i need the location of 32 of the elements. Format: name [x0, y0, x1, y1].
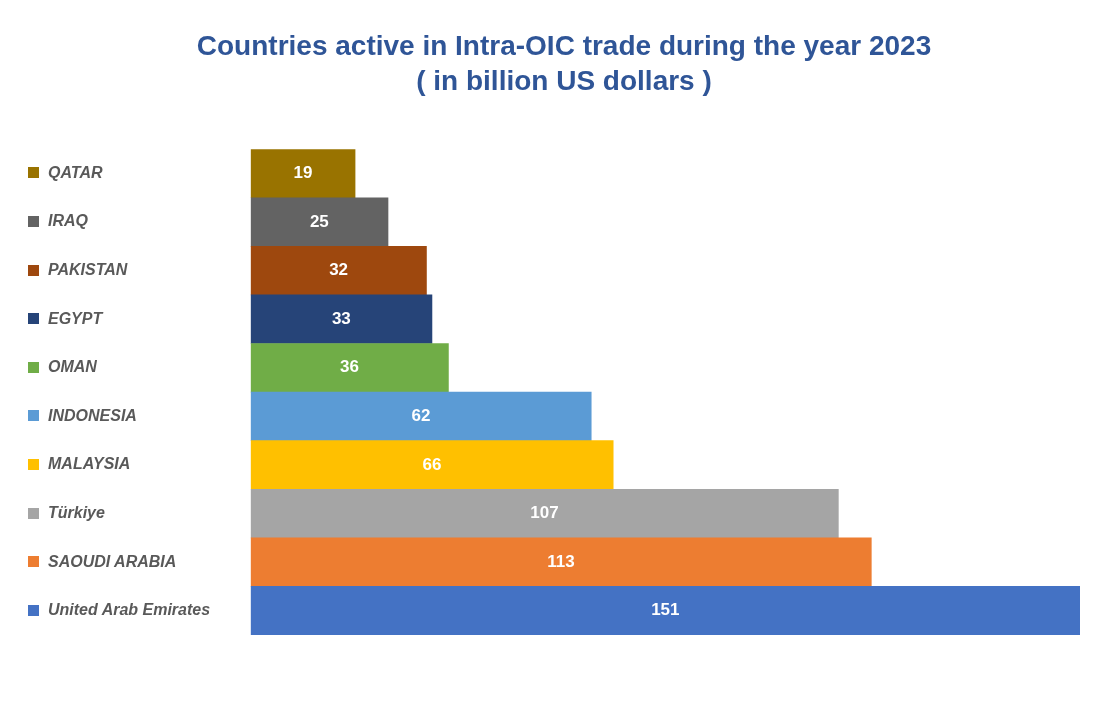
data-label: 36: [340, 357, 360, 377]
data-label: 62: [411, 406, 431, 426]
chart-title: Countries active in Intra-OIC trade during the year 2023: [196, 29, 932, 61]
bar: [250, 586, 1080, 635]
bar: [250, 488, 839, 539]
data-label: 19: [293, 163, 313, 183]
bar: [250, 246, 427, 296]
bar: [250, 149, 356, 199]
data-label: 113: [547, 551, 575, 571]
bar: [250, 294, 433, 344]
y-tick-label: INDONESIA: [48, 406, 137, 424]
y-tick-label: IRAQ: [48, 212, 89, 230]
y-tick-label: OMAN: [48, 358, 98, 376]
y-tick-label: QATAR: [48, 163, 103, 181]
data-label: 25: [309, 211, 329, 231]
y-tick-label: Türkiye: [48, 503, 106, 521]
chart-subtitle: ( in billion US dollars ): [416, 65, 712, 97]
data-label: 151: [651, 600, 680, 620]
bar: [250, 197, 389, 247]
bar: [250, 391, 592, 442]
y-tick-label: United Arab Emirates: [48, 601, 211, 619]
bar: [250, 440, 614, 490]
y-tick-label: PAKISTAN: [48, 261, 128, 279]
data-label: 107: [530, 503, 559, 523]
data-label: 33: [331, 308, 351, 328]
y-tick-label: MALAYSIA: [48, 455, 131, 473]
y-tick-label: EGYPT: [48, 309, 104, 327]
y-tick-label: SAOUDI ARABIA: [48, 552, 177, 570]
bar: [250, 343, 449, 393]
bar: [250, 537, 872, 587]
data-label: 66: [422, 454, 442, 474]
data-label: 32: [329, 260, 349, 280]
